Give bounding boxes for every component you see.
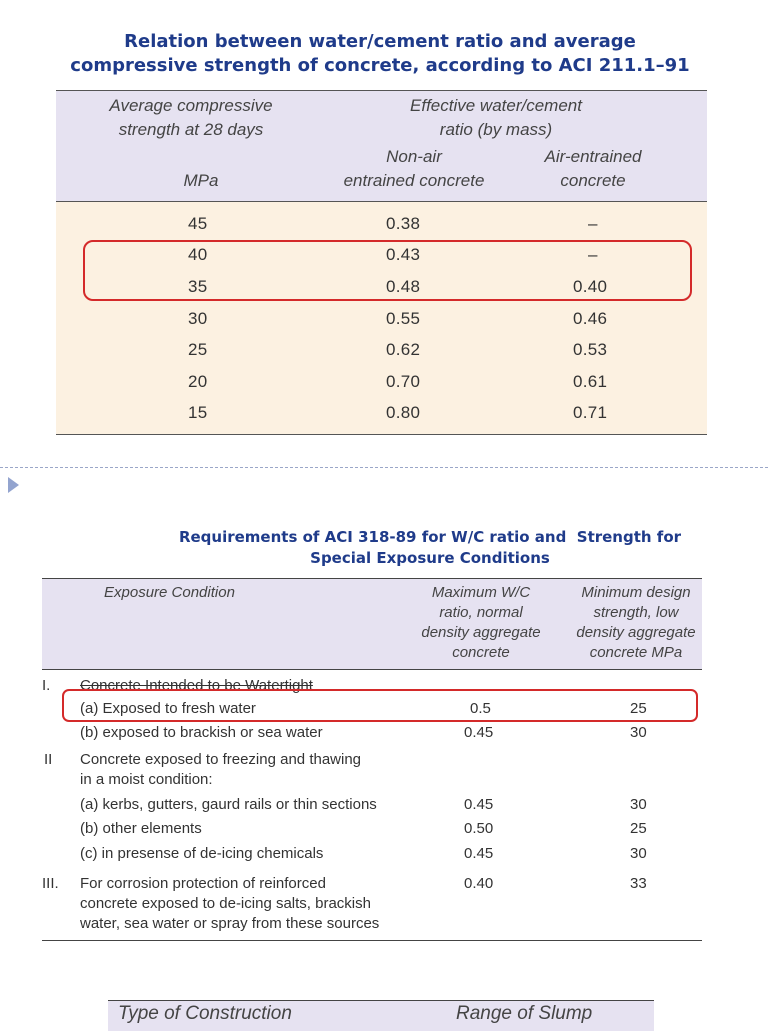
table1-row-air: 0.40 bbox=[573, 277, 608, 296]
table1-title-line1: Relation between water/cement ratio and … bbox=[124, 31, 636, 52]
table1-row-air: 0.46 bbox=[573, 309, 608, 328]
table1-row-strength: 35 bbox=[188, 277, 208, 296]
table2: Exposure Condition Maximum W/C ratio, no… bbox=[42, 578, 702, 941]
table1-row-strength: 30 bbox=[188, 309, 208, 328]
table1-header-col1-line2: strength at 28 days bbox=[118, 120, 264, 139]
table1-header-col2: Non-air entrained concrete bbox=[314, 145, 514, 193]
table2-header-col3: Minimum design strength, low density agg… bbox=[570, 583, 702, 663]
table1-row-air: 0.53 bbox=[573, 340, 608, 359]
table1-row-non-air: 0.62 bbox=[386, 340, 421, 359]
table1-row-strength: 45 bbox=[188, 214, 208, 233]
table2-header-col3-line1: Minimum design bbox=[581, 584, 691, 601]
table1-header: Average compressive strength at 28 days … bbox=[56, 90, 707, 202]
table1-row-strength: 20 bbox=[188, 372, 208, 391]
table2-row-wc: 0.45 bbox=[464, 796, 494, 813]
table3-header-col1: Type of Construction bbox=[118, 1003, 292, 1024]
table1-title-line2: compressive strength of concrete, accord… bbox=[70, 55, 690, 76]
table1-header-col2-line2: entrained concrete bbox=[343, 171, 485, 190]
table1-row-non-air: 0.43 bbox=[386, 245, 421, 264]
table2-header-col3-line4: concrete MPa bbox=[589, 644, 683, 661]
table1-row-strength: 15 bbox=[188, 403, 208, 422]
table2-row-strength: 30 bbox=[630, 845, 647, 862]
table2-row-label: (c) in presense of de-icing chemicals bbox=[80, 845, 324, 862]
table1-row-non-air: 0.80 bbox=[386, 403, 421, 422]
table2-row-strength: 30 bbox=[630, 796, 647, 813]
table1-header-unit: MPa bbox=[183, 171, 219, 190]
table1-row-non-air: 0.55 bbox=[386, 309, 421, 328]
table1-row-air: 0.61 bbox=[573, 372, 608, 391]
table1-header-group: Effective water/cement ratio (by mass) bbox=[346, 94, 646, 142]
table1-header-col1-line1: Average compressive bbox=[109, 96, 273, 115]
table2-row-wc: 0.5 bbox=[470, 700, 491, 717]
table2-header-col2-line3: density aggregate bbox=[421, 624, 541, 641]
table1-header-group-line2: ratio (by mass) bbox=[439, 120, 553, 139]
table2-body bbox=[42, 670, 702, 941]
table2-header-col3-line2: strength, low bbox=[593, 604, 679, 621]
table1-header-group-line1: Effective water/cement bbox=[410, 96, 582, 115]
table2-header-col1: Exposure Condition bbox=[104, 584, 235, 601]
table2-row-wc: 0.50 bbox=[464, 820, 494, 837]
table2-group-numeral: II bbox=[44, 751, 53, 768]
table1-row-non-air: 0.70 bbox=[386, 372, 421, 391]
table2-group-text: Concrete exposed to freezing and thawing bbox=[80, 751, 362, 768]
table1: Average compressive strength at 28 days … bbox=[56, 90, 707, 435]
table2-highlight-box bbox=[62, 689, 698, 722]
table2-row-strength: 25 bbox=[630, 820, 647, 837]
table2-group-wc: 0.40 bbox=[464, 875, 494, 892]
table2-row-label: (a) Exposed to fresh water bbox=[80, 700, 256, 717]
table2-row-label: (a) kerbs, gutters, gaurd rails or thin … bbox=[80, 796, 377, 813]
table1-header-col3-line2: concrete bbox=[560, 171, 626, 190]
table1-row-non-air: 0.48 bbox=[386, 277, 421, 296]
table1-row-air: 0.71 bbox=[573, 403, 608, 422]
table2-row-label: (b) exposed to brackish or sea water bbox=[80, 724, 323, 741]
table1-highlight-box bbox=[83, 240, 692, 301]
table2-row-wc: 0.45 bbox=[464, 724, 494, 741]
table2-header: Exposure Condition Maximum W/C ratio, no… bbox=[42, 578, 702, 670]
slide-divider bbox=[0, 467, 768, 468]
table1-header-col2-line1: Non-air bbox=[386, 147, 442, 166]
play-arrow-icon bbox=[8, 477, 19, 493]
table1-header-col1: Average compressive strength at 28 days bbox=[86, 94, 296, 142]
table2-group-text: concrete exposed to de-icing salts, brac… bbox=[80, 895, 371, 912]
table1-header-col3: Air-entrained concrete bbox=[518, 145, 668, 193]
table2-header-col2-line1: Maximum W/C bbox=[431, 584, 531, 601]
table2-row-label: (b) other elements bbox=[80, 820, 202, 837]
table2-group-strength: 33 bbox=[630, 875, 647, 892]
table2-group-numeral: III. bbox=[42, 875, 59, 892]
table2-group-text: water, sea water or spray from these sou… bbox=[80, 915, 380, 932]
table1-row-strength: 25 bbox=[188, 340, 208, 359]
table2-header-col2-line2: ratio, normal bbox=[439, 604, 523, 621]
table2-group-text: For corrosion protection of reinforced bbox=[80, 875, 326, 892]
table1-header-col3-line1: Air-entrained bbox=[544, 147, 642, 166]
table1-row-air: – bbox=[588, 245, 598, 264]
table3-header-col2: Range of Slump bbox=[456, 1003, 593, 1024]
table2-row-wc: 0.45 bbox=[464, 845, 494, 862]
table1-row-air: – bbox=[588, 214, 598, 233]
table1-title: Relation between water/cement ratio and … bbox=[30, 30, 730, 78]
table2-header-col2-line4: concrete bbox=[452, 644, 510, 661]
table2-row-strength: 25 bbox=[630, 700, 647, 717]
table2-group-text: in a moist condition: bbox=[80, 771, 213, 788]
table1-row-strength: 40 bbox=[188, 245, 208, 264]
table2-title: Requirements of ACI 318-89 for W/C ratio… bbox=[140, 527, 720, 569]
table3-header: Type of Construction Range of Slump bbox=[108, 1000, 654, 1031]
table1-body bbox=[56, 202, 707, 435]
table2-title-line1: Requirements of ACI 318-89 for W/C ratio… bbox=[178, 528, 682, 546]
table2-row-strength: 30 bbox=[630, 724, 647, 741]
table2-header-col3-line3: density aggregate bbox=[576, 624, 696, 641]
table2-group-numeral: I. bbox=[42, 677, 51, 694]
table2-title-line2: Special Exposure Conditions bbox=[310, 549, 550, 567]
table2-header-col2: Maximum W/C ratio, normal density aggreg… bbox=[410, 583, 552, 663]
table1-row-non-air: 0.38 bbox=[386, 214, 421, 233]
